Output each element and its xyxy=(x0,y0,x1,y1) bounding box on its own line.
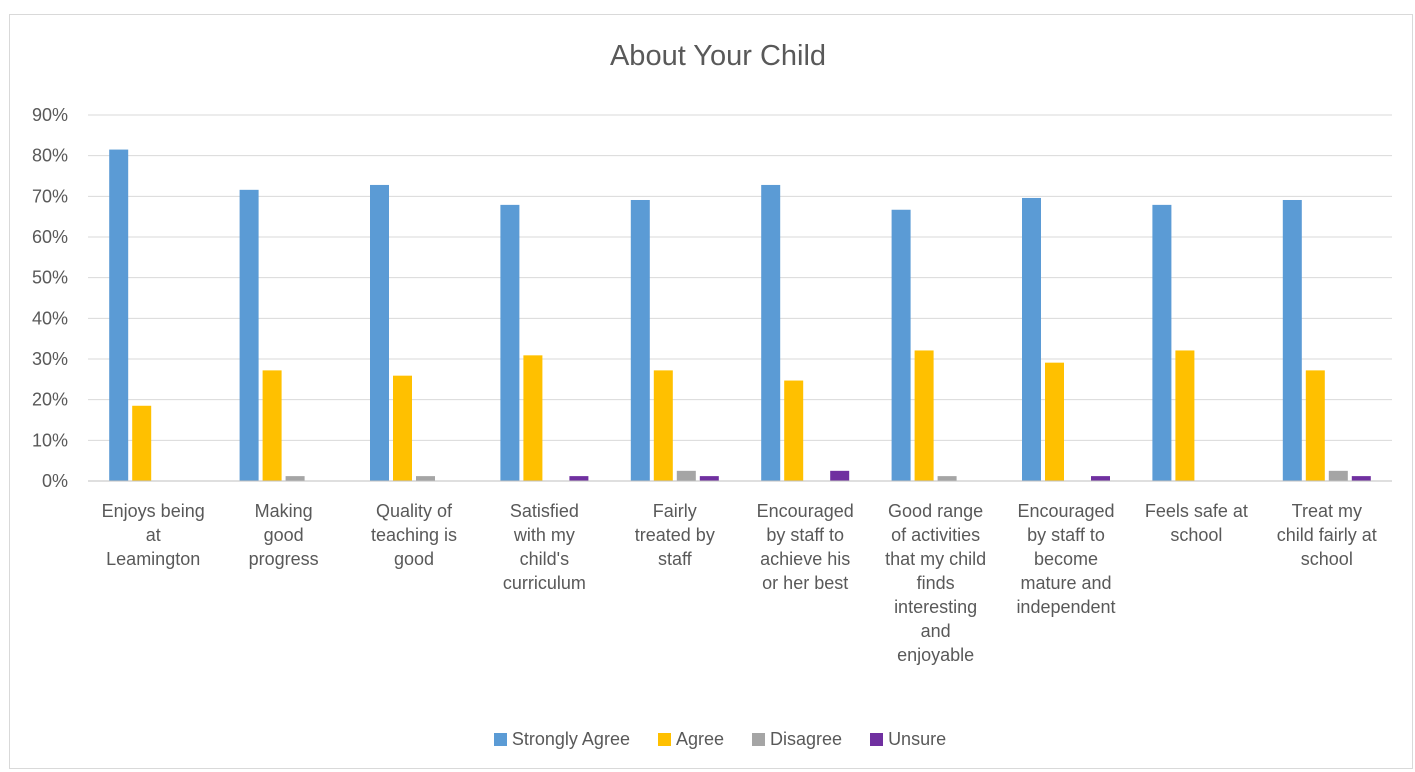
y-tick-label: 70% xyxy=(32,186,68,206)
legend-label: Unsure xyxy=(888,729,947,749)
x-category-label: Making good progress xyxy=(249,501,319,569)
bar-strongly-agree xyxy=(891,209,911,481)
bar-disagree xyxy=(285,476,305,481)
bar-agree xyxy=(132,405,152,481)
bar-strongly-agree xyxy=(370,184,389,482)
bar-agree xyxy=(523,355,543,481)
bar-disagree xyxy=(937,476,957,481)
legend-item: Strongly Agree xyxy=(493,729,630,750)
legend-swatch xyxy=(870,733,884,746)
bar-strongly-agree xyxy=(630,199,650,481)
bar-unsure xyxy=(1351,476,1371,481)
y-tick-label: 90% xyxy=(32,105,68,125)
y-tick-label: 10% xyxy=(32,430,68,450)
bar-disagree xyxy=(676,470,696,481)
bar-unsure xyxy=(569,476,589,481)
x-category-label: Quality of teaching is good xyxy=(371,501,457,569)
legend-item: Disagree xyxy=(752,729,842,750)
legend-item: Unsure xyxy=(870,729,946,750)
x-category-label: Good range of activities that my child find… xyxy=(885,501,986,665)
x-category-label: Encouraged by staff to become mature and ind… xyxy=(1016,501,1115,617)
bars xyxy=(109,149,1371,482)
bar-strongly-agree xyxy=(109,149,129,482)
y-tick-label: 0% xyxy=(42,471,68,491)
bar-strongly-agree xyxy=(761,184,781,482)
bar-agree xyxy=(1045,362,1064,481)
bar-unsure xyxy=(699,476,719,481)
x-axis-category-labels: Enjoys being at Leamington Making good progre… xyxy=(102,501,1377,665)
bar-strongly-agree xyxy=(500,204,520,481)
bar-agree xyxy=(784,380,804,481)
bar-agree xyxy=(393,375,412,481)
bar-disagree xyxy=(1328,470,1348,481)
x-category-label: Feels safe at school xyxy=(1145,501,1248,545)
bar-strongly-agree xyxy=(1152,204,1172,481)
bar-strongly-agree xyxy=(1022,197,1041,481)
chart-title: About Your Child xyxy=(609,40,827,72)
bar-agree xyxy=(1175,350,1195,481)
x-category-label: Satisfied with my child's curriculum xyxy=(503,501,586,593)
y-tick-label: 40% xyxy=(32,308,68,328)
legend-swatch xyxy=(657,733,671,746)
y-tick-label: 30% xyxy=(32,349,68,369)
legend: Strongly Agree Agree Disagree Unsure xyxy=(0,729,1415,750)
y-tick-label: 50% xyxy=(32,268,68,288)
gridlines xyxy=(88,114,1392,441)
y-tick-label: 80% xyxy=(32,146,68,166)
bar-disagree xyxy=(416,476,435,481)
legend-label: Strongly Agree xyxy=(511,729,630,749)
legend-item: Agree xyxy=(657,729,725,750)
y-tick-label: 20% xyxy=(32,390,68,410)
bar-agree xyxy=(1305,370,1325,481)
legend-swatch xyxy=(752,733,766,746)
y-axis-tick-labels: 0% 10% 20% 30% 40% 50% 60% 70% 80% 90% xyxy=(32,105,68,491)
x-category-label: Encouraged by staff to achieve his or her b… xyxy=(757,501,854,593)
bar-strongly-agree xyxy=(1282,199,1302,481)
legend-label: Disagree xyxy=(770,729,843,749)
bar-unsure xyxy=(830,470,850,481)
bar-unsure xyxy=(1091,476,1110,481)
legend-label: Agree xyxy=(675,729,725,749)
legend-swatch xyxy=(493,733,507,746)
bar-strongly-agree xyxy=(239,189,259,481)
x-category-label: Treat my child fairly at school xyxy=(1277,501,1377,569)
bar-agree xyxy=(262,370,282,481)
bar-agree xyxy=(914,350,934,481)
x-category-label: Enjoys being at Leamington xyxy=(102,501,205,569)
bar-agree xyxy=(653,370,673,481)
x-category-label: Fairly treated by staff xyxy=(635,501,715,569)
y-tick-label: 60% xyxy=(32,227,68,247)
